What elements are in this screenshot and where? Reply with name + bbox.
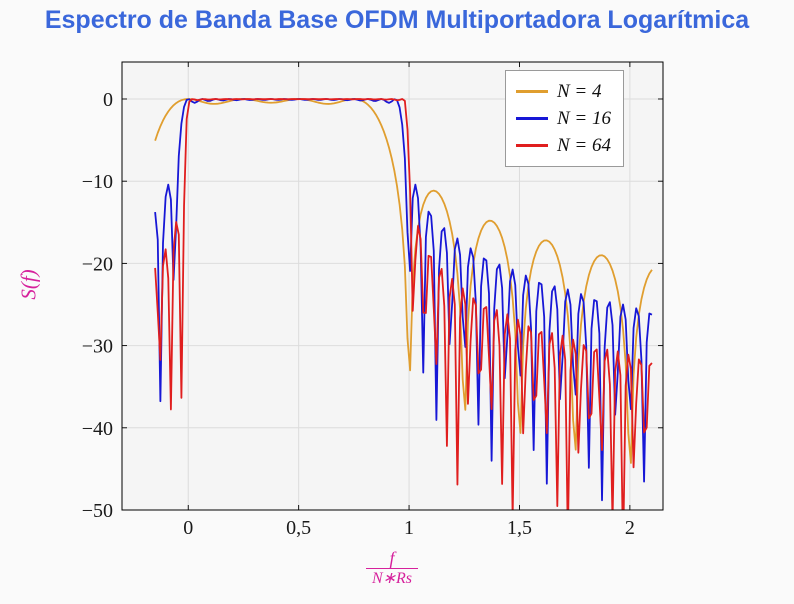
series-line-16: [154, 98, 653, 502]
axis-frame: [121, 61, 664, 511]
x-tick-label: 0: [183, 517, 193, 539]
x-axis-label-numerator: f: [389, 548, 395, 568]
x-axis-label-denominator: N∗Rs: [365, 568, 419, 588]
x-axis-label: f N∗Rs: [352, 548, 432, 588]
series-line-64: [154, 98, 653, 510]
legend-entry: N = 16: [516, 105, 611, 132]
y-tick-label: −40: [82, 418, 113, 440]
x-tick-label: 0,5: [286, 517, 311, 539]
chart-title: Espectro de Banda Base OFDM Multiportado…: [44, 6, 750, 34]
y-tick-label: −10: [82, 171, 113, 193]
x-tick-label: 1: [404, 517, 414, 539]
legend-label: N = 4: [557, 80, 602, 102]
y-tick-label: 0: [103, 89, 113, 111]
legend-line-sample-n16: [516, 117, 548, 120]
legend-label: N = 16: [557, 107, 611, 129]
legend-label: N = 64: [557, 134, 611, 156]
y-tick-label: −30: [82, 336, 113, 358]
legend-line-sample-n64: [516, 144, 548, 147]
legend-entry: N = 64: [516, 132, 611, 159]
legend-line-sample-n4: [516, 90, 548, 93]
y-tick-label: −50: [82, 500, 113, 522]
x-tick-label: 1,5: [507, 517, 532, 539]
legend-entry: N = 4: [516, 78, 611, 105]
y-axis-label: S(f): [16, 269, 41, 300]
legend: N = 4 N = 16 N = 64: [505, 70, 624, 167]
y-tick-label: −20: [82, 253, 113, 275]
x-tick-label: 2: [625, 517, 635, 539]
